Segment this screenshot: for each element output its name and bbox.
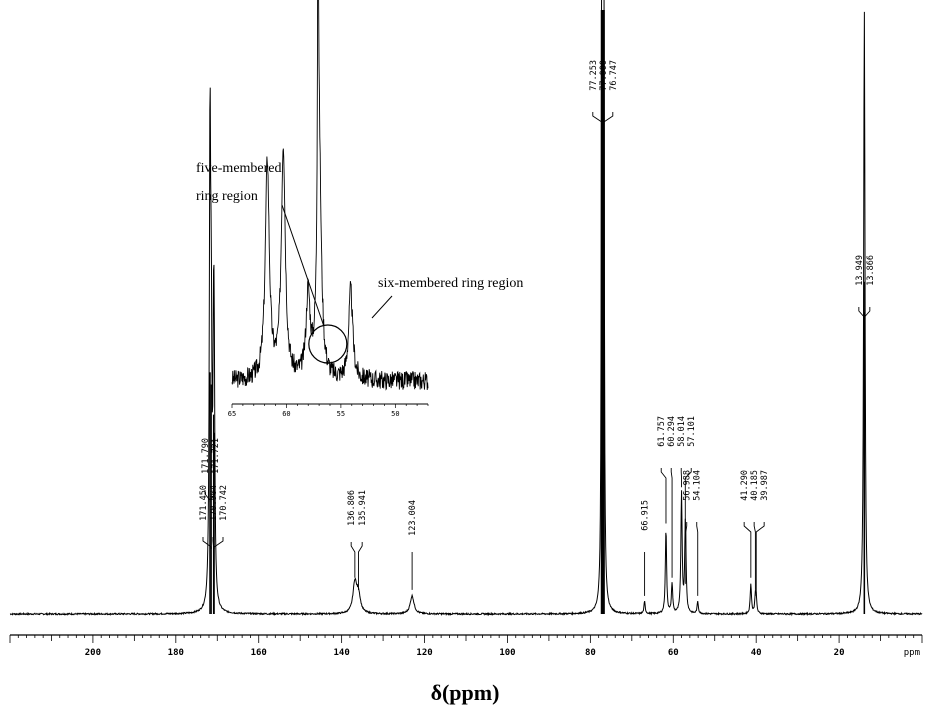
peak-label: 54.104 bbox=[693, 470, 703, 501]
peak-leader bbox=[350, 542, 356, 578]
peak-label: 56.988 bbox=[683, 470, 693, 501]
tick-label: 140 bbox=[334, 648, 350, 658]
peak-leader bbox=[209, 490, 216, 502]
tick-label: 80 bbox=[585, 648, 596, 658]
five-ring-label: five-membered bbox=[196, 161, 282, 176]
peak-label: 77.253 bbox=[589, 60, 599, 91]
peak-label: 41.290 bbox=[740, 470, 750, 501]
spectrum-trace bbox=[9, 0, 923, 617]
five-ring-pointer bbox=[281, 204, 325, 327]
peak-labels: 171.790 171.721 171.450 170.904 170.742 136.8… bbox=[199, 60, 876, 596]
six-ring-label: six-membered ring region bbox=[378, 276, 523, 291]
axis-unit-label: ppm bbox=[904, 648, 920, 658]
peak-label: 170.742 bbox=[219, 485, 229, 521]
spectrum-line bbox=[9, 0, 923, 617]
peak-leader bbox=[753, 522, 756, 590]
peak-leader bbox=[358, 542, 363, 590]
peak-label: 40.185 bbox=[750, 470, 760, 501]
peak-leader bbox=[685, 522, 688, 584]
inset-tick-label: 50 bbox=[391, 410, 399, 418]
peak-label: 13.866 bbox=[866, 255, 876, 286]
five-ring-circle bbox=[308, 324, 348, 364]
peak-leader bbox=[684, 468, 692, 536]
peak-label: 135.941 bbox=[358, 490, 368, 526]
peak-label: 66.915 bbox=[641, 500, 651, 531]
tick-label: 180 bbox=[168, 648, 184, 658]
peak-label: 58.014 bbox=[677, 416, 687, 447]
tick-label: 20 bbox=[834, 648, 845, 658]
peak-label: 171.450 bbox=[199, 485, 209, 521]
tick-label: 100 bbox=[499, 648, 515, 658]
peak-label: 77.000 bbox=[599, 60, 609, 91]
inset-annotations: five-membered ring region six-membered rin… bbox=[196, 161, 523, 364]
peak-leader bbox=[660, 468, 667, 524]
tick-label: 160 bbox=[251, 648, 267, 658]
peak-label: 171.790 bbox=[201, 438, 211, 474]
inset-tick-label: 55 bbox=[337, 410, 345, 418]
tick-label: 200 bbox=[85, 648, 101, 658]
peak-label: 136.806 bbox=[347, 490, 357, 526]
x-axis: 200 180 160 140 120 100 80 60 40 20 ppm bbox=[9, 634, 923, 658]
inset-tick-label: 60 bbox=[282, 410, 290, 418]
peak-leader bbox=[212, 537, 214, 549]
tick-label: 60 bbox=[668, 648, 679, 658]
peak-label: 76.747 bbox=[609, 60, 619, 91]
peak-label: 123.004 bbox=[408, 500, 418, 536]
peak-label: 13.949 bbox=[855, 255, 865, 286]
peak-leader bbox=[670, 468, 673, 578]
peak-label: 170.904 bbox=[209, 485, 219, 521]
peak-label: 60.294 bbox=[667, 416, 677, 447]
peak-leader bbox=[864, 307, 871, 319]
tick-label: 40 bbox=[751, 648, 762, 658]
peak-leader bbox=[202, 537, 212, 549]
peak-leader bbox=[592, 112, 603, 124]
peak-leader bbox=[743, 522, 752, 578]
peak-leader bbox=[755, 522, 765, 596]
peak-label: 61.757 bbox=[657, 416, 667, 447]
six-ring-pointer bbox=[371, 295, 393, 319]
peak-leader bbox=[603, 112, 614, 124]
peak-label: 39.987 bbox=[760, 470, 770, 501]
inset-spectrum: 65 60 55 50 bbox=[228, 0, 429, 418]
peak-leader bbox=[213, 537, 224, 549]
inset-tick-label: 65 bbox=[228, 410, 236, 418]
peak-label: 171.721 bbox=[211, 438, 221, 474]
tick-label: 120 bbox=[416, 648, 432, 658]
peak-label: 57.101 bbox=[687, 416, 697, 447]
five-ring-label: ring region bbox=[196, 189, 258, 204]
inset-trace bbox=[231, 0, 429, 391]
peak-leader bbox=[696, 522, 699, 596]
x-axis-label: δ(ppm) bbox=[431, 680, 500, 705]
